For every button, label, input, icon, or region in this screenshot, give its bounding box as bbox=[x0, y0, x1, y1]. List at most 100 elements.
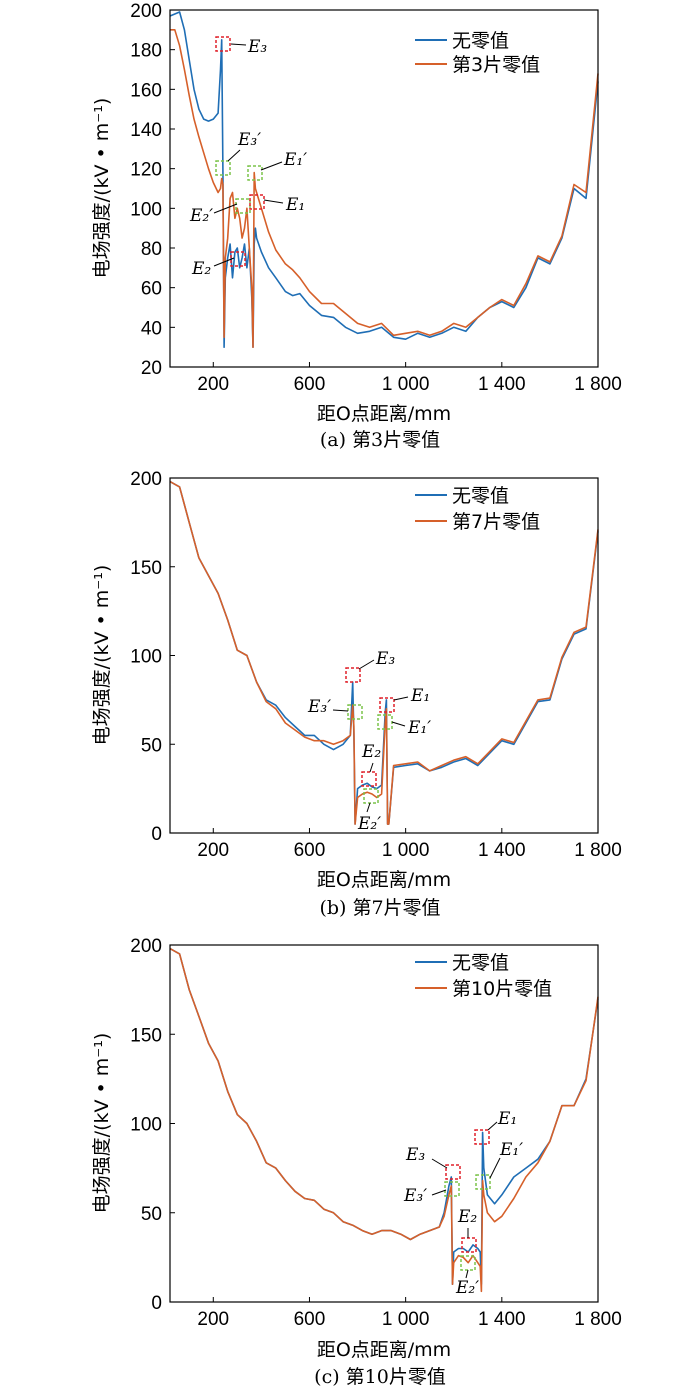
series-line-zero bbox=[169, 480, 599, 825]
label-e1-prime: E₁′ bbox=[283, 150, 307, 170]
y-tick-label: 150 bbox=[130, 558, 162, 579]
leader-e3 bbox=[358, 659, 375, 670]
box-e1 bbox=[379, 697, 395, 713]
label-e3: E₃ bbox=[375, 649, 395, 669]
y-tick-label: 60 bbox=[141, 279, 162, 300]
box-e2 bbox=[361, 771, 377, 787]
y-tick-label: 180 bbox=[130, 41, 162, 62]
leader-e1 bbox=[487, 1121, 498, 1131]
y-tick-label: 100 bbox=[130, 1115, 162, 1136]
leader-e3-prime bbox=[431, 1189, 447, 1196]
leader-e2 bbox=[369, 762, 374, 773]
x-tick-label: 600 bbox=[294, 840, 326, 861]
legend-label-no-zero: 无零值 bbox=[452, 30, 509, 52]
panel-c-ylabel: 电场强度/(kV • m⁻¹) bbox=[91, 1033, 113, 1214]
box-e2 bbox=[230, 251, 246, 267]
x-tick-label: 600 bbox=[294, 374, 326, 395]
label-e3-prime: E₃′ bbox=[307, 697, 331, 717]
leader-e2-prime bbox=[366, 802, 371, 813]
box-e3 bbox=[445, 1164, 461, 1180]
y-tick-label: 100 bbox=[130, 199, 162, 220]
label-e2: E₂ bbox=[361, 742, 381, 762]
label-e2: E₂ bbox=[457, 1207, 477, 1227]
y-tick-label: 0 bbox=[151, 1293, 162, 1314]
panel-a-xlabel: 距O点距离/mm bbox=[317, 403, 451, 425]
label-e2-prime: E₂′ bbox=[455, 1278, 479, 1298]
panel-c-xlabel: 距O点距离/mm bbox=[317, 1339, 451, 1361]
x-tick-label: 200 bbox=[197, 840, 229, 861]
y-tick-label: 200 bbox=[130, 936, 162, 957]
x-tick-label: 200 bbox=[197, 374, 229, 395]
y-tick-label: 150 bbox=[130, 1025, 162, 1046]
label-e2-prime: E₂′ bbox=[189, 206, 213, 226]
panel-b-plot: 200 600 1 000 1 400 1 800 0 50 100 150 200 bbox=[130, 469, 621, 861]
x-tick-label: 1 800 bbox=[574, 840, 622, 861]
y-tick-label: 40 bbox=[141, 318, 162, 339]
panel-c-annotations: E₁ E₁′ E₃ E₃′ E₂ E₂′ bbox=[403, 1109, 523, 1298]
panel-b-ylabel: 电场强度/(kV • m⁻¹) bbox=[91, 565, 113, 746]
panel-b-xlabel: 距O点距离/mm bbox=[317, 869, 451, 891]
x-tick-label: 200 bbox=[197, 1309, 229, 1330]
panel-a-ylabel: 电场强度/(kV • m⁻¹) bbox=[91, 98, 113, 279]
legend-label-zero: 第3片零值 bbox=[452, 54, 540, 76]
box-e1-prime bbox=[475, 1174, 491, 1190]
panel-a: 200 600 1 000 1 400 1 800 20 40 60 80 100 120 140 16… bbox=[91, 1, 622, 451]
box-e1 bbox=[474, 1129, 490, 1145]
leader-e2-prime bbox=[465, 1269, 469, 1279]
x-tick-label: 1 000 bbox=[382, 374, 430, 395]
label-e1: E₁ bbox=[497, 1109, 517, 1129]
x-tick-label: 1 400 bbox=[478, 374, 526, 395]
label-e3: E₃ bbox=[247, 37, 267, 57]
x-tick-label: 1 800 bbox=[574, 1309, 622, 1330]
panel-c-axes-frame bbox=[169, 944, 599, 1303]
leader-e3-prime bbox=[227, 149, 241, 162]
panel-b-legend: 无零值 第7片零值 bbox=[415, 485, 540, 533]
x-tick-label: 1 800 bbox=[574, 374, 622, 395]
y-tick-label: 160 bbox=[130, 80, 162, 101]
label-e1-prime: E₁′ bbox=[499, 1140, 523, 1160]
leader-e2 bbox=[213, 257, 235, 267]
leader-e1-prime bbox=[489, 1157, 501, 1179]
label-e3-prime: E₃′ bbox=[403, 1186, 427, 1206]
series-line-zero bbox=[170, 28, 599, 349]
box-e3-prime bbox=[347, 704, 363, 720]
panel-c-legend: 无零值 第10片零值 bbox=[415, 952, 552, 1000]
leader-e3 bbox=[431, 1158, 448, 1169]
leader-e1 bbox=[393, 696, 409, 701]
label-e1: E₁ bbox=[285, 195, 305, 215]
panel-b-axes-frame bbox=[169, 477, 599, 834]
y-tick-label: 140 bbox=[130, 120, 162, 141]
panel-b-annotations: E₃ E₃′ E₁ E₁′ E₂ E₂′ bbox=[307, 649, 431, 834]
label-e1-prime: E₁′ bbox=[407, 718, 431, 738]
box-e2-prime bbox=[363, 788, 379, 804]
leader-e3-prime bbox=[332, 709, 349, 712]
x-tick-label: 1 000 bbox=[382, 840, 430, 861]
legend-label-zero: 第7片零值 bbox=[452, 511, 540, 533]
label-e3: E₃ bbox=[405, 1145, 425, 1165]
y-tick-label: 20 bbox=[141, 358, 162, 379]
panel-a-annotations: E₃ E₃′ E₁′ E₂′ E₁ E₂ bbox=[189, 36, 307, 279]
panel-b: 200 600 1 000 1 400 1 800 0 50 100 150 200 电场强度/(… bbox=[91, 469, 622, 919]
x-tick-label: 1 000 bbox=[382, 1309, 430, 1330]
y-tick-label: 50 bbox=[141, 1204, 162, 1225]
y-tick-label: 0 bbox=[151, 824, 162, 845]
box-e1-prime bbox=[247, 165, 263, 181]
legend-label-zero: 第10片零值 bbox=[452, 978, 552, 1000]
panel-a-plot: 200 600 1 000 1 400 1 800 20 40 60 80 100 120 140 16… bbox=[130, 1, 621, 395]
box-e3 bbox=[215, 36, 231, 52]
panel-c-plot: 200 600 1 000 1 400 1 800 0 50 100 150 200 bbox=[130, 936, 621, 1330]
series-line-zero bbox=[169, 947, 599, 1293]
box-e3-prime bbox=[215, 160, 231, 176]
label-e3-prime: E₃′ bbox=[237, 130, 261, 150]
leader-e1-prime bbox=[260, 161, 283, 171]
leader-e1-prime bbox=[391, 721, 406, 727]
y-tick-label: 100 bbox=[130, 647, 162, 668]
panel-a-caption: (a) 第3片零值 bbox=[320, 429, 440, 451]
box-e1 bbox=[249, 194, 265, 210]
box-e3-prime bbox=[444, 1181, 460, 1197]
label-e2: E₂ bbox=[191, 259, 211, 279]
box-e3 bbox=[345, 667, 361, 683]
box-e2 bbox=[461, 1237, 477, 1253]
x-tick-label: 1 400 bbox=[478, 840, 526, 861]
